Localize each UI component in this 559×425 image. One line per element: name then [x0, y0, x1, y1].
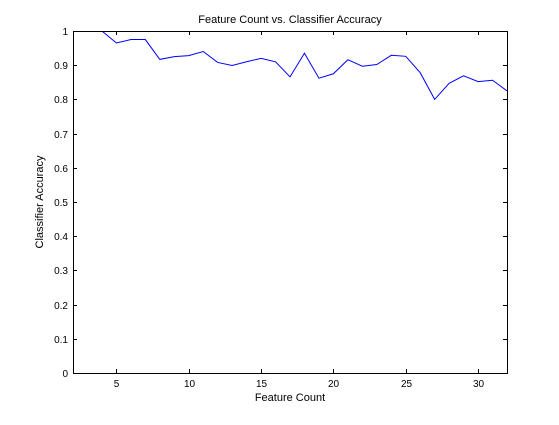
x-tick-label: 15: [256, 379, 268, 390]
x-axis-label: Feature Count: [255, 392, 325, 404]
y-tick-label: 0.6: [54, 164, 68, 175]
chart-title: Feature Count vs. Classifier Accuracy: [198, 14, 382, 26]
series-line-1: [101, 31, 507, 101]
y-tick-label: 0.3: [54, 266, 68, 277]
series-layer: [101, 31, 507, 101]
y-tick-label: 0: [62, 369, 68, 380]
y-tick-label: 0.8: [54, 95, 68, 106]
x-tick-label: 30: [473, 379, 485, 390]
y-tick-label: 0.5: [54, 198, 68, 209]
plot-area: [73, 31, 507, 373]
y-tick-label: 0.1: [54, 335, 68, 346]
y-tick-label: 1: [62, 27, 68, 38]
x-axis-ticks: 5 10 15 20 25 30: [114, 31, 485, 390]
x-tick-label: 5: [114, 379, 120, 390]
x-tick-label: 25: [401, 379, 413, 390]
plot-frame: [73, 31, 508, 374]
x-tick-label: 10: [184, 379, 196, 390]
y-tick-label: 0.7: [54, 130, 68, 141]
y-tick-label: 0.4: [54, 232, 68, 243]
y-tick-label: 0.2: [54, 301, 68, 312]
y-tick-label: 0.9: [54, 61, 68, 72]
x-tick-label: 20: [328, 379, 340, 390]
y-axis-label: Classifier Accuracy: [34, 155, 46, 248]
